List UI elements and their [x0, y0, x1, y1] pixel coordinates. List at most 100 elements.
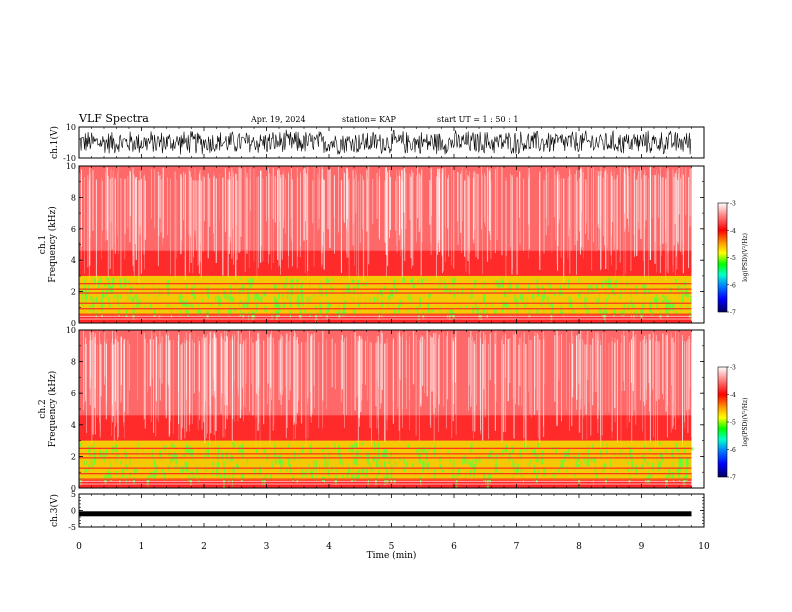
ch1-spectrogram-streak	[274, 176, 276, 223]
ch2-spectrogram-streak	[665, 335, 667, 412]
ch1-spectrogram-band-green	[474, 300, 477, 310]
ch2-spectrogram-streak	[674, 341, 675, 418]
ch1-spectrogram-streak	[355, 170, 357, 213]
ch2-spectrogram-band-green	[104, 456, 106, 463]
ch2-spectrogram-band-green	[326, 460, 329, 469]
ch1-spectrogram-band-green	[283, 282, 286, 289]
ch2-spectrogram-band-green	[120, 460, 122, 465]
ch2-spectrogram-band-green	[347, 468, 351, 475]
ch1-spectrogram-streak	[486, 167, 489, 262]
ch2-spectrogram-band-green	[271, 460, 273, 469]
ch1-spectrogram-streak	[299, 174, 301, 258]
ch2-spectrogram-hline-white	[79, 480, 692, 482]
ch1-spectrogram-band-green	[667, 300, 670, 311]
ch1-spectrogram-streak	[135, 177, 137, 225]
ch2-spectrogram-streak	[186, 340, 188, 432]
ch1-spectrogram-streak	[574, 173, 576, 245]
ch2-spectrogram-streak	[422, 336, 424, 386]
ch1-spectrogram-band-green	[417, 280, 419, 285]
ch2-spectrogram-band-green	[420, 447, 422, 456]
ch2-spectrogram-band-green	[219, 472, 222, 479]
ch1-spectrogram-streak	[280, 177, 282, 251]
ch1-spectrogram-band-green	[485, 303, 487, 308]
ch1-spectrogram-streak	[304, 172, 306, 273]
ch2-spectrogram-band-green	[475, 460, 477, 465]
ch2-spectrogram-streak	[123, 338, 126, 412]
ch2-spectrogram-streak	[318, 342, 320, 428]
ch1-spectrogram-band-green	[562, 291, 564, 297]
ch2-spectrogram-streak	[409, 336, 410, 431]
ch1-spectrogram-streak	[228, 171, 231, 254]
ch2-spectrogram-band-green	[315, 460, 317, 470]
ch2-spectrogram-band-green	[129, 473, 131, 483]
ch2-spectrogram-streak	[430, 336, 432, 429]
ch1-spectrogram-band-green	[180, 308, 181, 317]
date-label: Apr. 19, 2024	[251, 115, 306, 124]
ch1-spectrogram-band-green	[155, 294, 156, 302]
ch2-spectrogram-streak	[597, 340, 599, 419]
ch2-spectrogram-band-green	[377, 443, 380, 452]
ch1-spectrogram-band-green	[665, 305, 668, 315]
ch2-spectrogram-streak	[445, 336, 448, 429]
ch1-spectrogram-band-green	[536, 308, 539, 315]
ch1-spectrogram-heatmap	[79, 166, 692, 323]
ch2-spectrogram-streak	[386, 338, 388, 431]
ch2-spectrogram-band-green	[206, 446, 209, 457]
ch1-spectrogram-band-green	[568, 295, 571, 306]
ch2-spectrogram-band-green	[580, 461, 582, 467]
ch1-spectrogram-band-green	[620, 290, 622, 299]
ch1-spectrogram-band-green	[446, 283, 447, 292]
ch2-spectrogram-streak	[523, 332, 525, 439]
ch1-spectrogram-streak	[396, 176, 398, 253]
ch2-spectrogram-band-green	[282, 458, 284, 467]
ch2-spectrogram-band-green	[499, 471, 502, 474]
ch1-spectrogram-band-green	[107, 290, 109, 294]
ch2-spectrogram-colorbar-tick-label: -7	[730, 475, 736, 482]
ch1-spectrogram-band-green	[229, 293, 231, 303]
ch1-spectrogram-streak	[257, 176, 259, 268]
ch1-spectrogram-band-green	[453, 293, 456, 298]
y-tick-label: 0	[71, 507, 76, 516]
ch1-spectrogram-streak	[232, 171, 234, 229]
ch2-spectrogram-streak	[480, 341, 482, 435]
ch1-spectrogram-band-green	[587, 289, 589, 296]
ch2-spectrogram-band-green	[452, 469, 454, 479]
ch1-spectrogram-band-green	[656, 294, 658, 304]
ch1-spectrogram-streak	[689, 168, 691, 217]
ch1-spectrogram-streak	[348, 180, 349, 258]
ch2-spectrogram-streak	[96, 344, 98, 418]
ch2-spectrogram-band-green	[188, 445, 191, 456]
ch1-spectrogram-streak	[634, 178, 636, 253]
ch2-spectrogram-band-green	[223, 461, 225, 469]
ch2-spectrogram-streak	[402, 337, 403, 409]
ch2-spectrogram-band-green	[188, 475, 190, 481]
ch1-spectrogram-band-green	[178, 293, 182, 304]
ch2-spectrogram-streak	[184, 343, 186, 439]
ch2-spectrogram-streak	[189, 333, 191, 414]
ch2-spectrogram-streak	[523, 342, 524, 449]
ch2-spectrogram-band-green	[644, 444, 645, 450]
ch1-spectrogram-band-green	[572, 308, 575, 314]
ch1-spectrogram-band-green	[605, 288, 607, 295]
ch2-spectrogram-band-green	[280, 453, 282, 459]
ch2-spectrogram-band-green	[595, 472, 598, 479]
ch2-spectrogram-streak	[534, 336, 536, 415]
ch1-spectrogram-band-green	[515, 308, 518, 314]
ch1-spectrogram-band-green	[318, 287, 320, 295]
ch2-spectrogram-streak	[178, 334, 180, 424]
ch2-spectrogram-streak	[83, 330, 84, 411]
ch1-spectrogram-band-green	[101, 290, 104, 299]
ch2-spectrogram-streak	[361, 339, 363, 384]
ch2-spectrogram-streak	[643, 338, 644, 402]
ch2-spectrogram-band-green	[90, 457, 93, 467]
ch1-spectrogram-band-green	[235, 281, 237, 288]
ch2-spectrogram-hline	[79, 447, 692, 449]
ch2-spectrogram-band-green	[226, 452, 228, 461]
ch2-spectrogram-band-green	[159, 450, 162, 459]
ch2-spectrogram-streak	[616, 339, 618, 443]
ch1-spectrogram-streak	[667, 168, 669, 253]
ch2-spectrogram-streak	[238, 331, 239, 398]
ch2-spectrogram-band-green	[182, 453, 185, 458]
ch2-spectrogram-band-green	[351, 474, 353, 482]
ch1-spectrogram-band-green	[478, 299, 480, 302]
